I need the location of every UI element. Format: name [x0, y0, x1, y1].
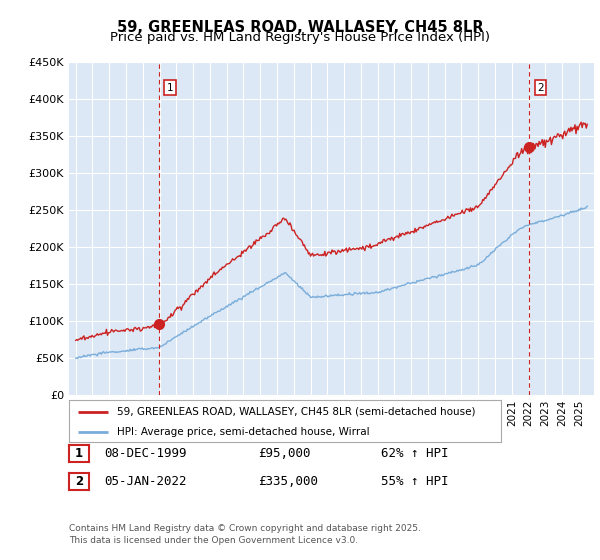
Text: Price paid vs. HM Land Registry's House Price Index (HPI): Price paid vs. HM Land Registry's House …	[110, 31, 490, 44]
Text: 2: 2	[75, 475, 83, 488]
Text: 08-DEC-1999: 08-DEC-1999	[104, 447, 187, 460]
Text: £335,000: £335,000	[258, 475, 318, 488]
Text: 59, GREENLEAS ROAD, WALLASEY, CH45 8LR (semi-detached house): 59, GREENLEAS ROAD, WALLASEY, CH45 8LR (…	[116, 407, 475, 417]
Text: Contains HM Land Registry data © Crown copyright and database right 2025.
This d: Contains HM Land Registry data © Crown c…	[69, 524, 421, 545]
Text: 55% ↑ HPI: 55% ↑ HPI	[381, 475, 449, 488]
Text: 1: 1	[75, 447, 83, 460]
Text: HPI: Average price, semi-detached house, Wirral: HPI: Average price, semi-detached house,…	[116, 427, 369, 437]
Text: 59, GREENLEAS ROAD, WALLASEY, CH45 8LR: 59, GREENLEAS ROAD, WALLASEY, CH45 8LR	[116, 20, 484, 35]
Text: 05-JAN-2022: 05-JAN-2022	[104, 475, 187, 488]
Text: 62% ↑ HPI: 62% ↑ HPI	[381, 447, 449, 460]
Text: £95,000: £95,000	[258, 447, 311, 460]
Text: 2: 2	[537, 82, 544, 92]
Text: 1: 1	[167, 82, 173, 92]
